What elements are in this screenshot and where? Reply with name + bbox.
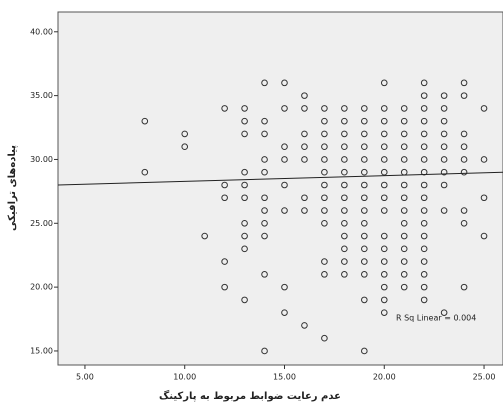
y-tick-label: 40.00 (30, 27, 53, 36)
x-tick-label: 25.00 (473, 373, 496, 382)
page: {"chart_data": {"type": "scatter", "x_la… (0, 0, 503, 408)
y-tick-label: 30.00 (30, 155, 53, 164)
chart: عدم رعایت ضوابط مربوط به پارکینگ پیاده‌ه… (0, 0, 503, 408)
x-tick-label: 20.00 (373, 373, 396, 382)
annotation: R Sq Linear = 0.004 (396, 314, 476, 323)
x-axis-title: عدم رعایت ضوابط مربوط به پارکینگ (159, 390, 341, 402)
x-tick-label: 15.00 (273, 373, 296, 382)
y-tick-label: 25.00 (30, 219, 53, 228)
y-tick-label: 15.00 (30, 346, 53, 355)
x-tick-label: 10.00 (173, 373, 196, 382)
y-tick-label: 35.00 (30, 91, 53, 100)
plot-area (58, 12, 503, 365)
y-tick-label: 20.00 (30, 283, 53, 292)
y-axis-title: پیاده‌های ترافیکی (7, 145, 18, 231)
x-tick-label: 5.00 (76, 373, 94, 382)
